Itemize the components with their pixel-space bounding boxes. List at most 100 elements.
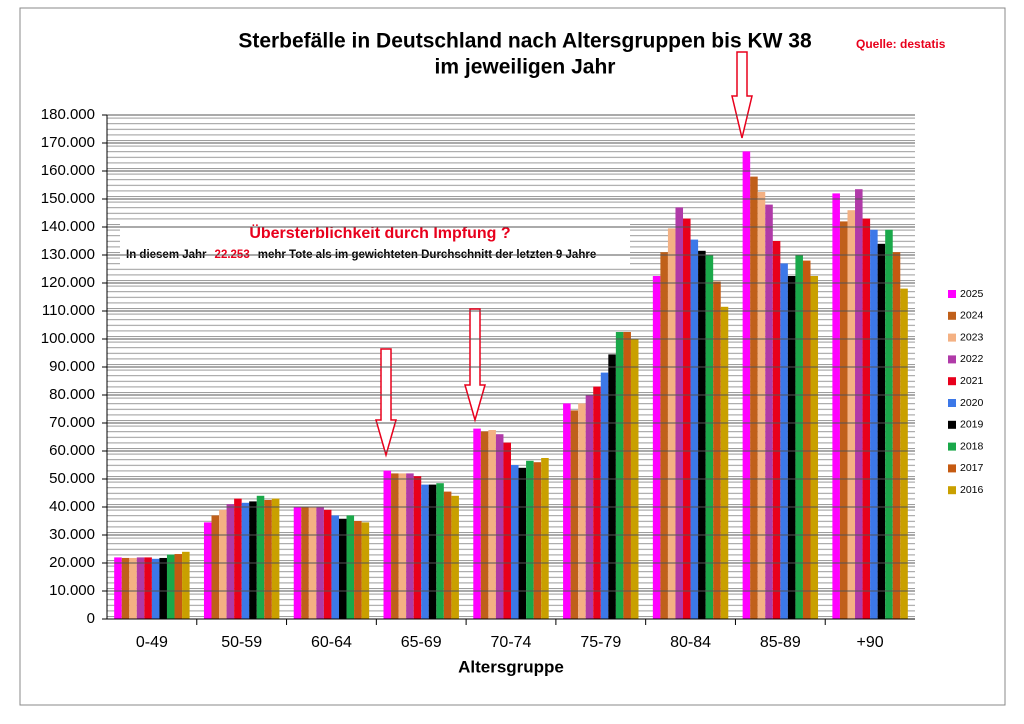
legend-swatch xyxy=(948,311,956,320)
source: Quelle: destatis xyxy=(856,37,946,51)
bar xyxy=(144,557,152,619)
bar xyxy=(256,495,265,619)
bar xyxy=(151,558,160,619)
bar xyxy=(241,502,250,619)
bar xyxy=(121,557,130,619)
arrow xyxy=(375,348,397,458)
y-tick-label: 0 xyxy=(87,610,95,627)
bar xyxy=(428,484,437,619)
bar xyxy=(810,276,819,619)
bar xyxy=(361,522,370,619)
x-tick-label: +90 xyxy=(857,634,884,651)
y-tick-label: 120.000 xyxy=(41,274,95,291)
bar xyxy=(772,241,781,619)
y-tick-label: 110.000 xyxy=(42,302,95,319)
bar xyxy=(683,218,691,619)
bar xyxy=(541,458,549,619)
legend-label: 2017 xyxy=(960,462,984,474)
bar xyxy=(526,460,534,619)
bar xyxy=(129,557,137,619)
bar xyxy=(488,430,496,619)
bar xyxy=(578,403,586,619)
bar xyxy=(765,204,773,619)
chart-title: Sterbefälle in Deutschland nach Altersgr… xyxy=(238,30,812,53)
bar xyxy=(174,554,183,619)
bar xyxy=(900,288,908,619)
bar xyxy=(832,193,840,619)
bar xyxy=(219,509,227,619)
arrow xyxy=(731,51,753,139)
legend-swatch xyxy=(948,377,956,386)
chart-subtitle: im jeweiligen Jahr xyxy=(435,56,616,79)
bar xyxy=(234,498,242,619)
annotation-box xyxy=(120,220,630,268)
bar xyxy=(166,554,175,619)
legend-label: 2025 xyxy=(960,288,984,300)
bar xyxy=(518,467,527,619)
x-tick-label: 65-69 xyxy=(401,634,442,651)
bar xyxy=(780,263,788,619)
y-tick-label: 70.000 xyxy=(49,414,95,431)
bar xyxy=(473,428,481,619)
legend-swatch xyxy=(948,333,956,342)
y-tick-label: 80.000 xyxy=(49,386,95,403)
bar xyxy=(480,431,489,619)
bar xyxy=(331,515,339,619)
bar xyxy=(615,332,624,619)
bar xyxy=(600,372,609,619)
bar xyxy=(451,495,459,619)
bar xyxy=(742,151,751,619)
bar xyxy=(698,250,706,620)
legend-label: 2019 xyxy=(960,419,984,431)
legend-swatch xyxy=(948,355,956,364)
bar xyxy=(159,557,167,619)
bar xyxy=(443,491,452,619)
legend-label: 2020 xyxy=(960,397,984,409)
bar xyxy=(675,207,684,619)
bar xyxy=(271,498,280,619)
bar xyxy=(570,410,579,619)
bar xyxy=(436,483,444,619)
bar xyxy=(839,221,848,619)
legend-label: 2024 xyxy=(960,310,984,322)
bar xyxy=(226,504,235,619)
x-tick-label: 70-74 xyxy=(491,634,532,651)
bar xyxy=(787,276,796,619)
bar xyxy=(593,386,601,619)
bar xyxy=(652,276,661,619)
bar xyxy=(892,252,901,619)
legend-swatch xyxy=(948,464,956,473)
bar xyxy=(203,522,212,619)
legend-label: 2021 xyxy=(960,375,984,387)
bar xyxy=(114,557,122,619)
x-tick-label: 0-49 xyxy=(136,634,168,651)
bar xyxy=(182,551,190,619)
bar xyxy=(398,473,407,619)
bar xyxy=(847,210,856,619)
bar xyxy=(413,476,422,619)
arrows xyxy=(375,51,753,458)
bar xyxy=(323,509,332,619)
bar xyxy=(264,500,272,619)
bar xyxy=(870,229,878,620)
bar xyxy=(667,228,676,619)
legend-label: 2018 xyxy=(960,440,984,452)
bar xyxy=(750,176,758,619)
y-tick-label: 40.000 xyxy=(49,498,95,515)
bar xyxy=(391,473,399,619)
bar xyxy=(563,403,571,619)
y-tick-label: 150.000 xyxy=(41,190,95,207)
legend-label: 2016 xyxy=(960,484,984,496)
bar xyxy=(211,515,220,619)
y-tick-label: 30.000 xyxy=(49,526,95,543)
y-tick-label: 180.000 xyxy=(41,106,95,123)
legend-swatch xyxy=(948,290,956,298)
bar xyxy=(533,462,542,619)
bar xyxy=(249,501,257,619)
y-tick-label: 10.000 xyxy=(49,582,95,599)
legend-label: 2023 xyxy=(960,331,984,343)
bar xyxy=(690,239,699,619)
y-tick-label: 100.000 xyxy=(41,330,95,347)
legend-label: 2022 xyxy=(960,353,984,365)
x-tick-label: 60-64 xyxy=(311,634,352,651)
